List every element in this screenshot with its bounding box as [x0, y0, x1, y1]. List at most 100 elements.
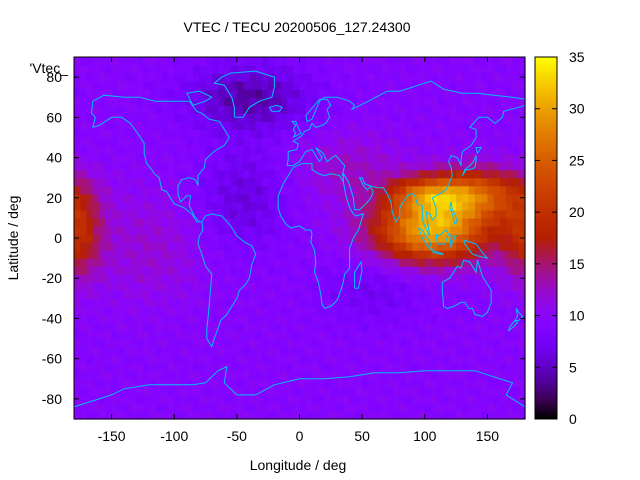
- heatmap-cell: [424, 145, 432, 155]
- heatmap-cell: [437, 402, 445, 412]
- heatmap-cell: [149, 370, 157, 380]
- heatmap-cell: [261, 57, 269, 66]
- heatmap-cell: [337, 258, 344, 267]
- heatmap-cell: [224, 185, 232, 195]
- heatmap-cell: [249, 290, 257, 299]
- heatmap-cell: [343, 57, 351, 66]
- heatmap-cell: [80, 338, 88, 348]
- heatmap-cell: [280, 370, 288, 380]
- heatmap-cell: [362, 145, 369, 155]
- heatmap-cell: [487, 266, 495, 275]
- heatmap-cell: [117, 274, 125, 283]
- heatmap-cell: [412, 402, 420, 412]
- heatmap-cell: [318, 354, 326, 364]
- heatmap-cell: [124, 258, 131, 267]
- heatmap-cell: [518, 258, 526, 267]
- heatmap-cell: [418, 386, 426, 396]
- heatmap-cell: [362, 314, 369, 324]
- heatmap-cell: [236, 185, 244, 195]
- heatmap-cell: [180, 266, 188, 275]
- heatmap-cell: [343, 362, 351, 372]
- heatmap-cell: [424, 330, 432, 340]
- heatmap-cell: [405, 185, 413, 195]
- heatmap-cell: [487, 338, 495, 348]
- heatmap-cell: [468, 306, 476, 316]
- heatmap-cell: [355, 81, 363, 90]
- heatmap-cell: [487, 258, 495, 267]
- heatmap-cell: [312, 298, 319, 307]
- heatmap-cell: [424, 201, 432, 211]
- heatmap-cell: [155, 314, 163, 324]
- heatmap-cell: [418, 89, 426, 98]
- heatmap-cell: [506, 193, 514, 203]
- coastline-overlay: [73, 70, 526, 408]
- heatmap-cell: [337, 290, 344, 299]
- heatmap-cell: [211, 266, 219, 275]
- heatmap-cell: [186, 169, 194, 179]
- heatmap-cell: [130, 201, 138, 211]
- heatmap-cell: [499, 81, 507, 90]
- heatmap-cell: [124, 362, 131, 372]
- heatmap-cell: [437, 338, 445, 348]
- heatmap-cell: [224, 145, 232, 155]
- heatmap-cell: [305, 169, 313, 179]
- heatmap-cell: [236, 274, 244, 283]
- heatmap-cell: [343, 169, 351, 179]
- heatmap-cell: [224, 250, 232, 259]
- heatmap-cell: [468, 177, 476, 187]
- heatmap-cell: [493, 338, 501, 348]
- colorbar-tick-label: 25: [569, 152, 585, 168]
- heatmap-cell: [362, 57, 369, 66]
- heatmap-cell: [105, 185, 113, 195]
- heatmap-cell: [193, 274, 200, 283]
- heatmap-cell: [149, 266, 157, 275]
- heatmap-cell: [80, 225, 88, 235]
- heatmap-cell: [324, 57, 332, 66]
- heatmap-cell: [243, 402, 250, 412]
- heatmap-cell: [431, 217, 438, 227]
- heatmap-cell: [462, 330, 470, 340]
- heatmap-cell: [230, 282, 238, 291]
- heatmap-cell: [518, 97, 526, 106]
- heatmap-cell: [481, 322, 489, 332]
- heatmap-cell: [324, 153, 332, 163]
- heatmap-cell: [286, 258, 294, 267]
- heatmap-cell: [161, 121, 169, 130]
- heatmap-cell: [167, 322, 175, 332]
- heatmap-cell: [130, 298, 138, 307]
- heatmap-cell: [149, 314, 157, 324]
- heatmap-cell: [506, 225, 514, 235]
- heatmap-cell: [236, 354, 244, 364]
- heatmap-cell: [443, 378, 451, 388]
- heatmap-cell: [293, 137, 301, 147]
- heatmap-cell: [431, 65, 438, 74]
- heatmap-cell: [205, 97, 213, 106]
- heatmap-cell: [299, 113, 307, 122]
- heatmap-cell: [380, 410, 388, 420]
- heatmap-cell: [255, 250, 263, 259]
- heatmap-cell: [343, 378, 351, 388]
- heatmap-cell: [418, 306, 426, 316]
- heatmap-cell: [481, 65, 489, 74]
- heatmap-cell: [449, 322, 457, 332]
- heatmap-cell: [186, 274, 194, 283]
- heatmap-cell: [218, 306, 225, 316]
- heatmap-cell: [274, 338, 282, 348]
- heatmap-cell: [324, 370, 332, 380]
- heatmap-cell: [418, 314, 426, 324]
- heatmap-cell: [193, 322, 200, 332]
- heatmap-cell: [355, 73, 363, 82]
- heatmap-cell: [80, 330, 88, 340]
- heatmap-cell: [80, 354, 88, 364]
- heatmap-cell: [462, 274, 470, 283]
- heatmap-cell: [437, 346, 445, 356]
- heatmap-cell: [205, 250, 213, 259]
- heatmap-cell: [218, 386, 225, 396]
- heatmap-cell: [474, 330, 482, 340]
- heatmap-cell: [80, 346, 88, 356]
- heatmap-cell: [205, 370, 213, 380]
- heatmap-cell: [105, 290, 113, 299]
- heatmap-cell: [312, 145, 319, 155]
- heatmap-cell: [105, 258, 113, 267]
- heatmap-cell: [343, 185, 351, 195]
